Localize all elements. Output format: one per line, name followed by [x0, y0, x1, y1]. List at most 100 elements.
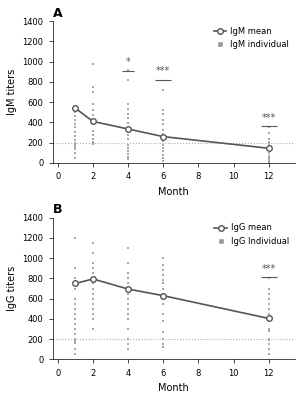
- Point: [126, 306, 130, 312]
- Point: [161, 344, 166, 350]
- Point: [73, 321, 78, 327]
- Point: [126, 296, 130, 302]
- Text: B: B: [53, 204, 62, 216]
- Point: [91, 240, 95, 246]
- Point: [73, 311, 78, 317]
- Point: [126, 101, 130, 107]
- Point: [126, 115, 130, 122]
- Point: [266, 124, 271, 131]
- Point: [126, 151, 130, 157]
- Point: [73, 326, 78, 332]
- Point: [161, 329, 166, 335]
- Point: [161, 121, 166, 128]
- Point: [126, 126, 130, 133]
- Point: [161, 336, 166, 342]
- Point: [91, 84, 95, 90]
- Point: [73, 300, 78, 307]
- Point: [266, 144, 271, 150]
- Point: [73, 113, 78, 120]
- Point: [91, 275, 95, 282]
- Point: [266, 153, 271, 159]
- Point: [266, 138, 271, 145]
- Point: [91, 117, 95, 124]
- Point: [91, 285, 95, 292]
- Point: [126, 144, 130, 151]
- Point: [161, 111, 166, 118]
- Point: [91, 250, 95, 256]
- Point: [266, 318, 271, 324]
- Point: [73, 306, 78, 312]
- Point: [126, 326, 130, 332]
- Point: [266, 155, 271, 161]
- Point: [266, 328, 271, 334]
- Point: [91, 290, 95, 297]
- Point: [73, 316, 78, 322]
- Point: [73, 150, 78, 156]
- Point: [91, 280, 95, 287]
- Point: [266, 314, 271, 320]
- Point: [126, 142, 130, 148]
- Point: [161, 138, 166, 144]
- Point: [91, 265, 95, 272]
- Point: [73, 235, 78, 241]
- Point: [161, 142, 166, 148]
- Point: [73, 336, 78, 342]
- Point: [91, 270, 95, 276]
- Point: [161, 318, 166, 324]
- Point: [91, 138, 95, 145]
- Point: [73, 351, 78, 358]
- Point: [126, 111, 130, 118]
- Point: [161, 87, 166, 93]
- Point: [73, 338, 78, 344]
- X-axis label: Month: Month: [159, 383, 189, 393]
- Text: *: *: [126, 57, 130, 67]
- Point: [91, 141, 95, 148]
- Point: [126, 156, 130, 162]
- Point: [266, 326, 271, 332]
- Text: A: A: [53, 7, 62, 20]
- Point: [126, 280, 130, 287]
- Point: [266, 285, 271, 292]
- Point: [126, 270, 130, 276]
- Point: [161, 277, 166, 284]
- Point: [73, 121, 78, 128]
- Point: [161, 280, 166, 287]
- Point: [91, 112, 95, 118]
- Point: [91, 316, 95, 322]
- Point: [73, 296, 78, 302]
- Point: [266, 146, 271, 153]
- Point: [91, 296, 95, 302]
- Point: [91, 326, 95, 332]
- Point: [73, 104, 78, 110]
- Point: [266, 306, 271, 312]
- Point: [161, 107, 166, 114]
- Point: [91, 136, 95, 142]
- Point: [266, 290, 271, 297]
- Point: [126, 136, 130, 142]
- Point: [91, 306, 95, 312]
- Point: [126, 131, 130, 138]
- Text: ***: ***: [262, 264, 276, 274]
- Y-axis label: IgG titers: IgG titers: [7, 266, 17, 311]
- Text: ***: ***: [262, 113, 276, 123]
- Point: [266, 150, 271, 156]
- Point: [161, 126, 166, 133]
- Point: [266, 311, 271, 317]
- Point: [126, 77, 130, 83]
- Point: [161, 158, 166, 164]
- Point: [266, 346, 271, 352]
- Point: [161, 296, 166, 302]
- Point: [91, 60, 95, 67]
- Point: [161, 272, 166, 278]
- Y-axis label: IgM titers: IgM titers: [7, 69, 17, 115]
- Point: [73, 340, 78, 346]
- Point: [266, 136, 271, 142]
- Point: [126, 285, 130, 292]
- Point: [266, 296, 271, 302]
- Point: [126, 245, 130, 251]
- Point: [126, 300, 130, 307]
- Point: [73, 144, 78, 150]
- Point: [73, 136, 78, 143]
- Point: [126, 290, 130, 297]
- Point: [91, 121, 95, 128]
